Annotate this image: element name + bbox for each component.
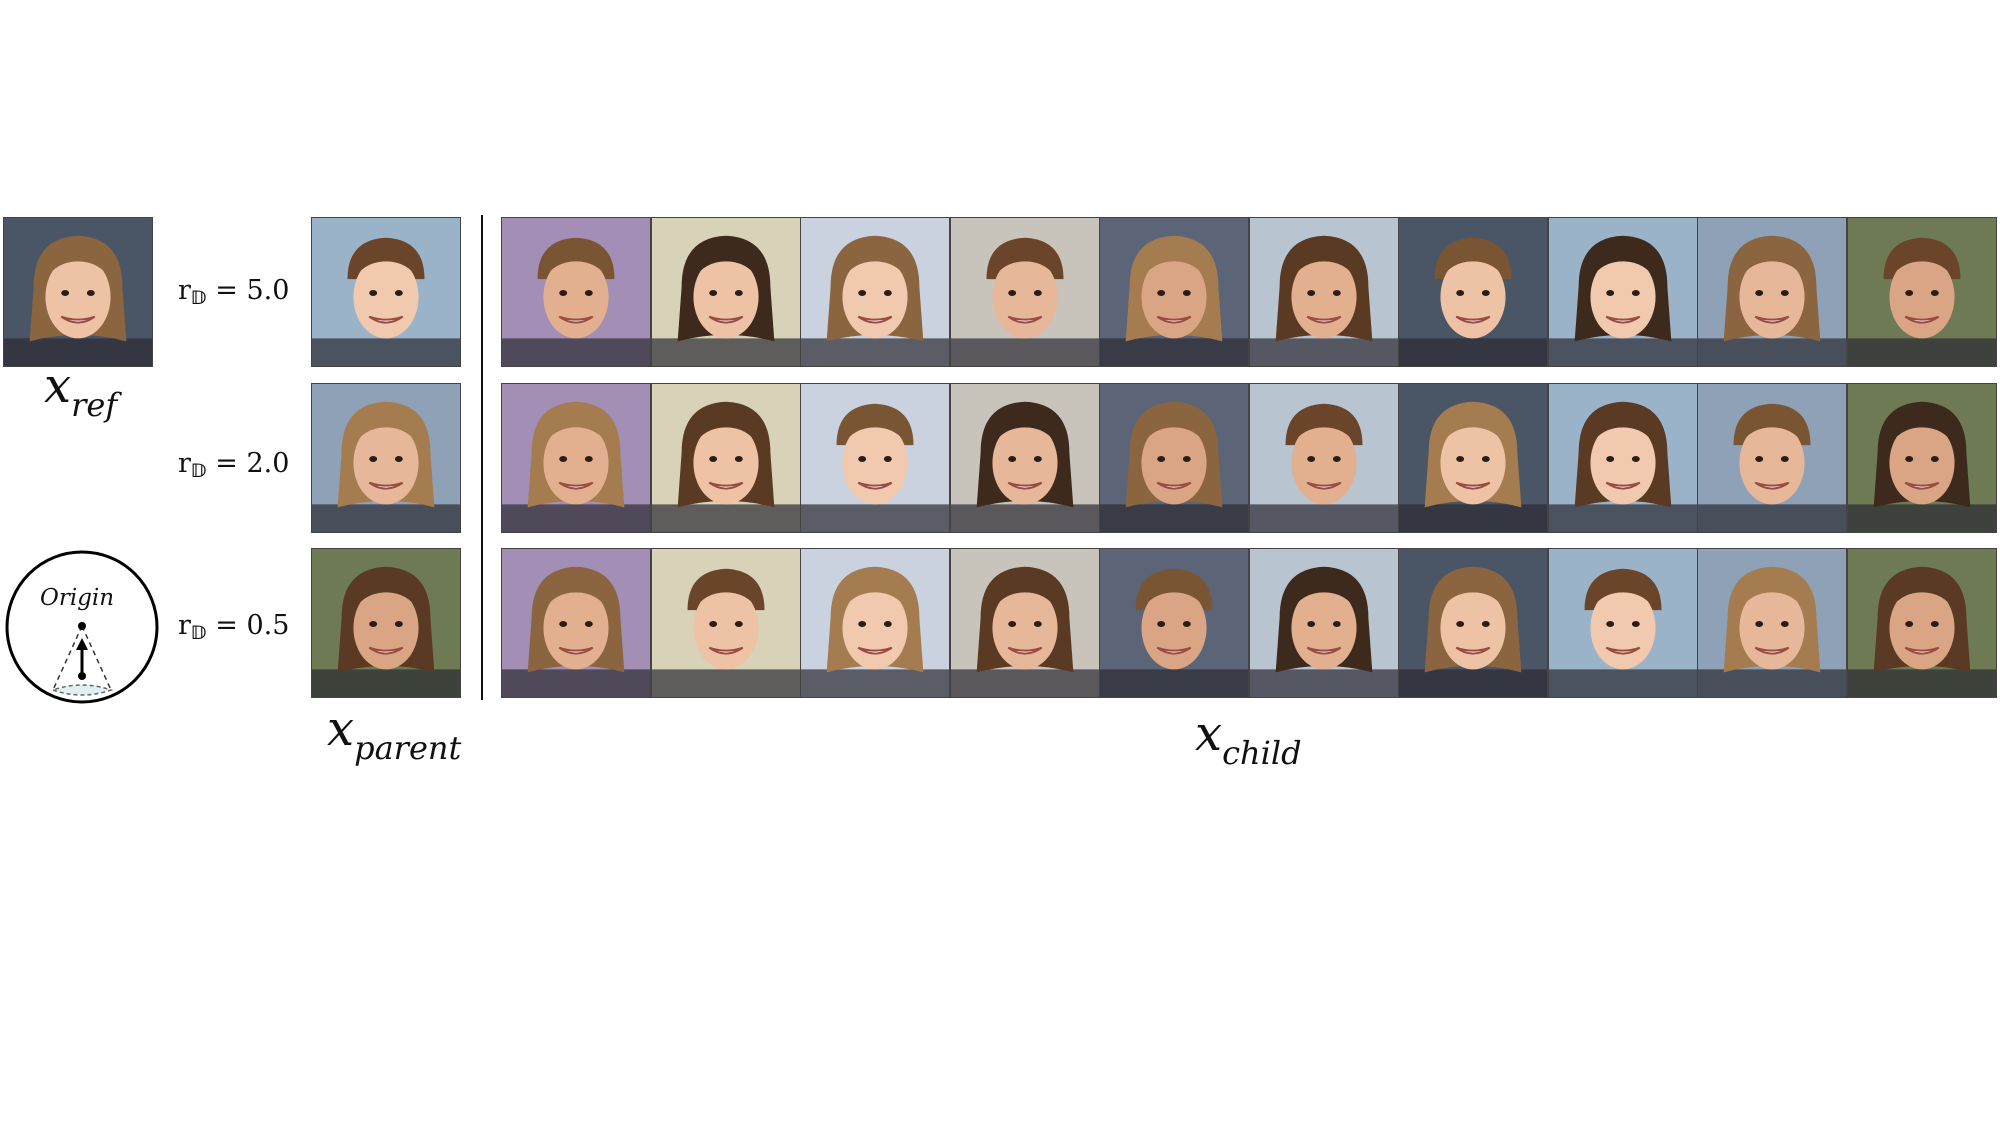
parent-face-image <box>311 548 461 698</box>
child-face-image <box>1398 548 1548 698</box>
child-face-image <box>1248 548 1399 698</box>
row-label-r05: r𝔻 = 0.5 <box>178 610 290 644</box>
child-face-image <box>800 217 950 367</box>
row-label-r5: r𝔻 = 5.0 <box>178 275 290 309</box>
child-face-image <box>501 383 651 533</box>
child-face-image <box>1547 217 1698 367</box>
child-face-image <box>501 217 651 367</box>
parent-face-image <box>311 383 461 533</box>
child-face-image <box>650 217 801 367</box>
child-face-image <box>1547 383 1698 533</box>
child-face-image <box>1547 548 1698 698</box>
child-face-image <box>650 383 801 533</box>
parent-face-image <box>311 217 461 367</box>
child-face-image <box>1248 217 1399 367</box>
row-label-r2: r𝔻 = 2.0 <box>178 448 290 482</box>
child-face-image <box>1099 383 1249 533</box>
child-face-image <box>1248 383 1399 533</box>
child-face-image <box>1846 383 1997 533</box>
child-face-image <box>800 383 950 533</box>
child-face-image <box>1846 217 1997 367</box>
child-face-image <box>1697 383 1847 533</box>
child-face-image <box>949 383 1100 533</box>
child-face-image <box>949 548 1100 698</box>
child-face-image <box>1099 548 1249 698</box>
child-face-image <box>949 217 1100 367</box>
child-face-image <box>1697 217 1847 367</box>
child-face-image <box>1099 217 1249 367</box>
reference-face-image <box>3 217 153 367</box>
x-ref-label: xref <box>44 358 118 424</box>
column-divider <box>481 215 483 700</box>
x-parent-label: xparent <box>327 701 462 767</box>
child-face-image <box>800 548 950 698</box>
child-face-image <box>650 548 801 698</box>
child-face-image <box>1398 383 1548 533</box>
child-face-image <box>1697 548 1847 698</box>
origin-diagram <box>3 548 161 706</box>
origin-label: Origin <box>40 585 115 611</box>
child-face-image <box>501 548 651 698</box>
child-face-image <box>1846 548 1997 698</box>
x-child-label: xchild <box>1195 706 1302 772</box>
child-face-image <box>1398 217 1548 367</box>
